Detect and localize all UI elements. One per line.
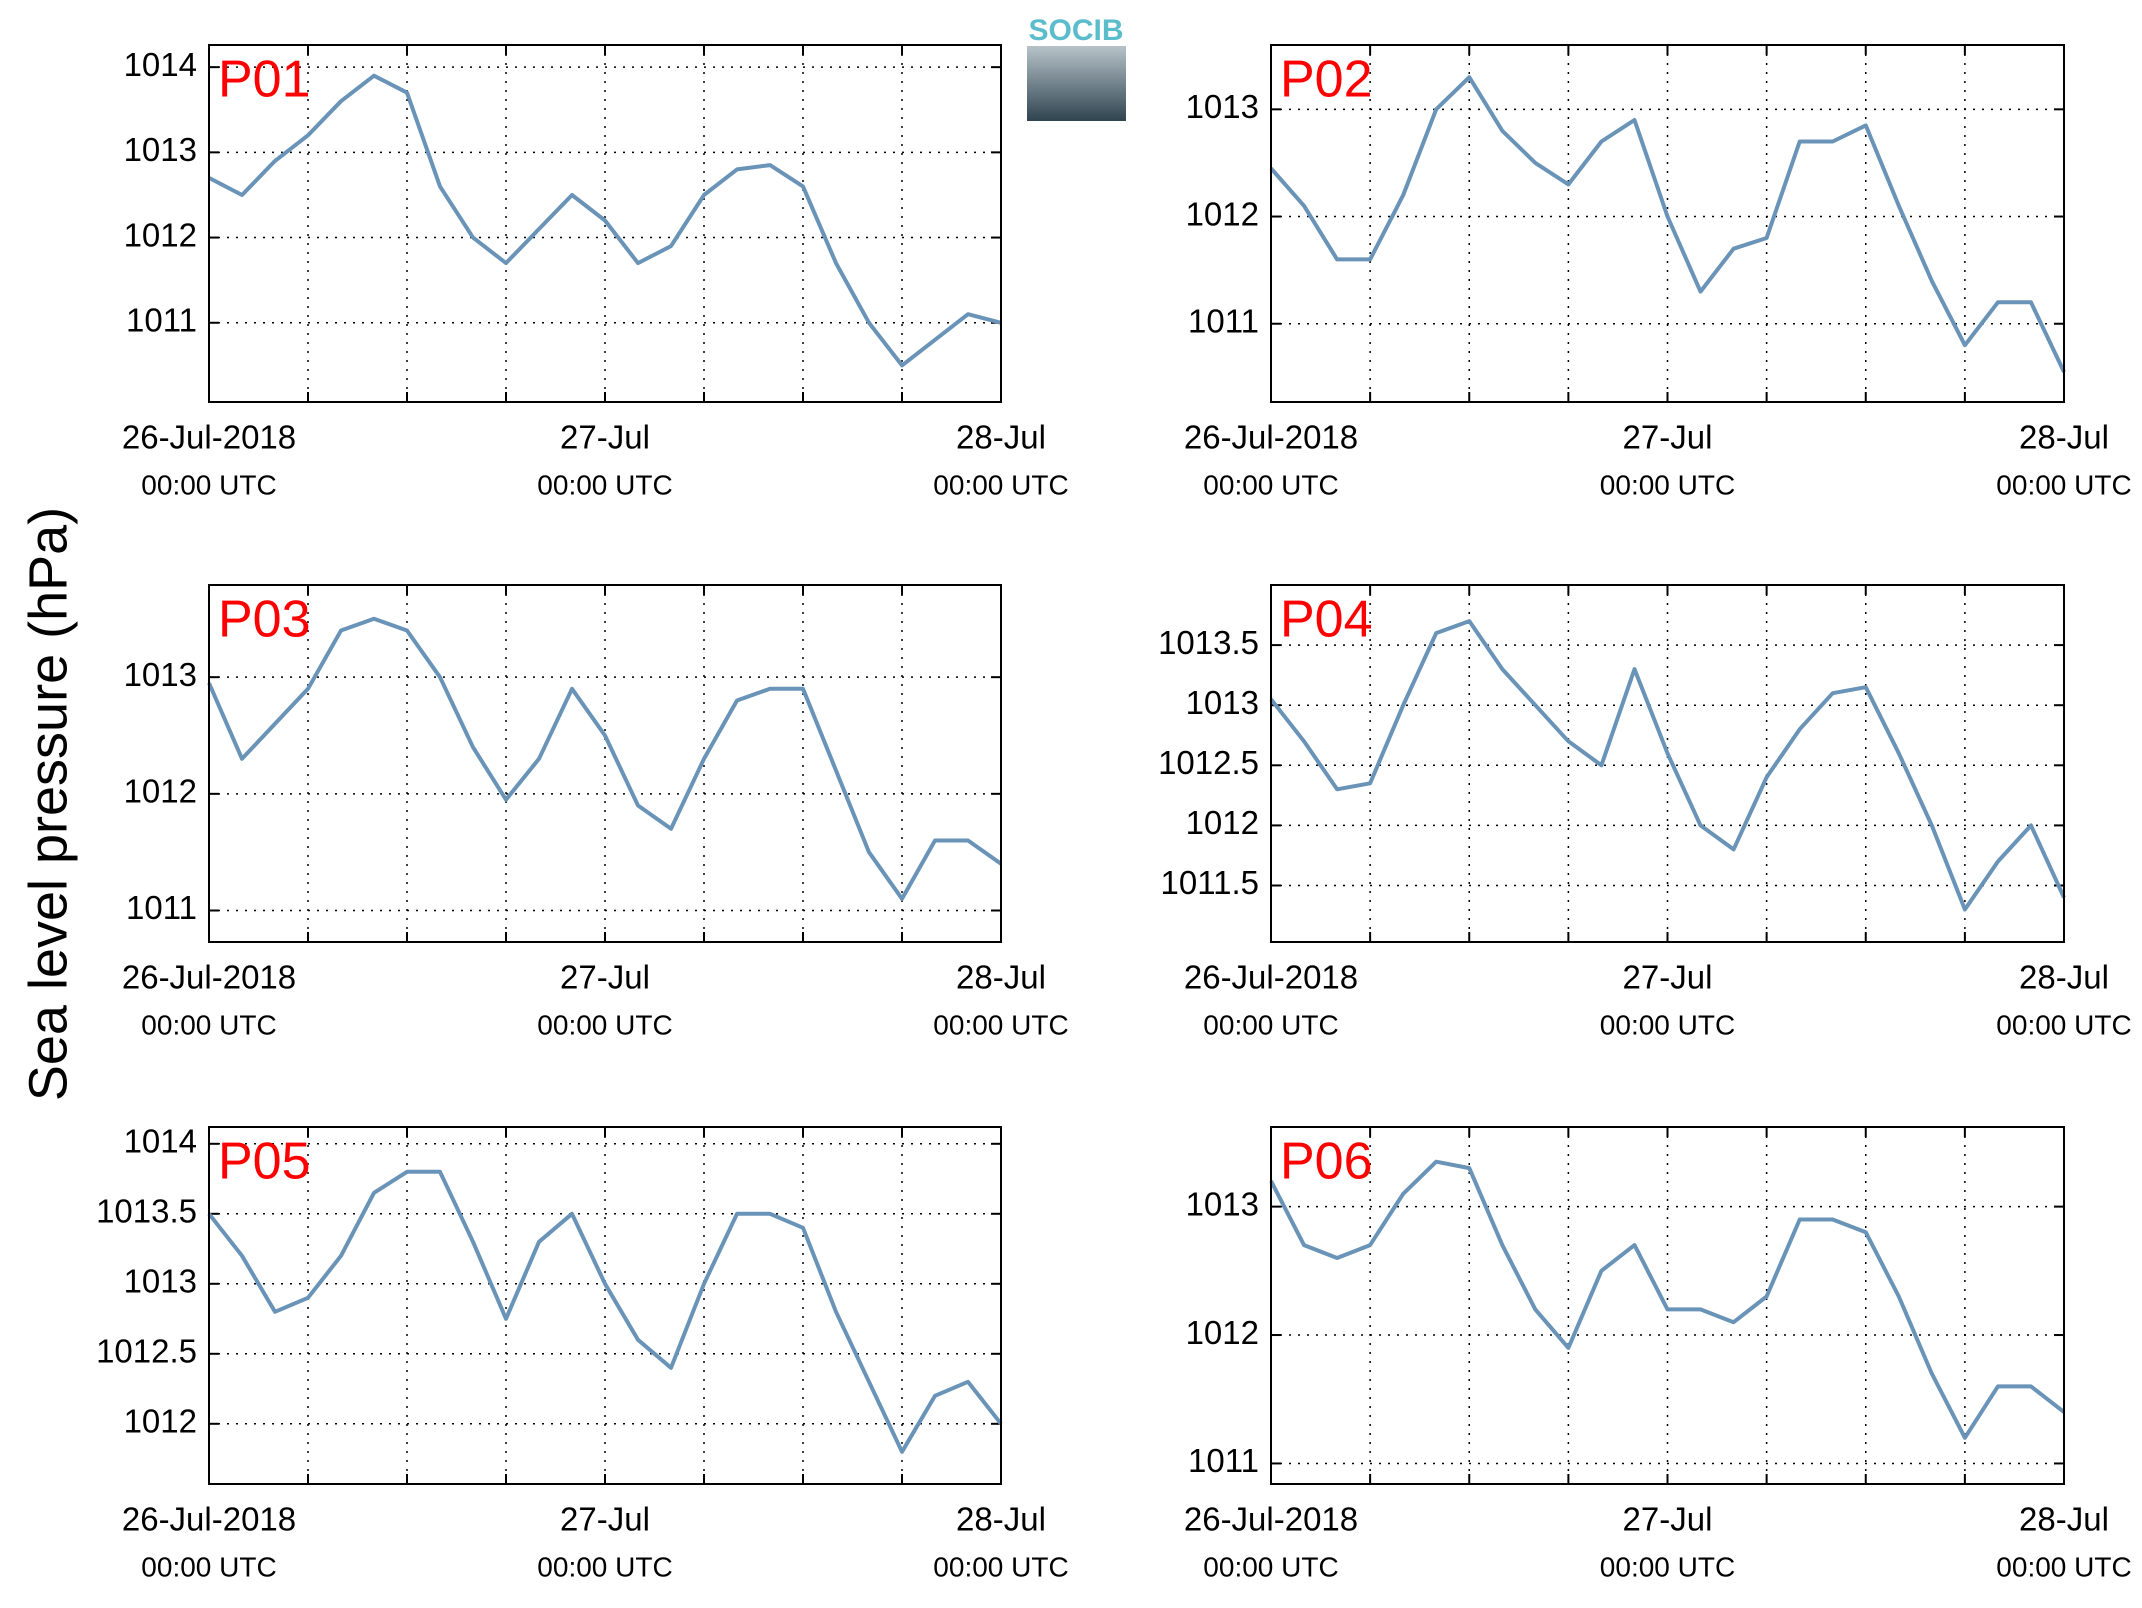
plot-area	[209, 1127, 1001, 1484]
x-tick-label: 00:00 UTC	[537, 469, 672, 500]
y-tick-label: 1011	[126, 301, 197, 338]
x-tick-label: 26-Jul-2018	[1184, 959, 1358, 996]
x-tick-label: 28-Jul	[956, 1501, 1046, 1538]
y-tick-label: 1011	[1188, 1442, 1259, 1479]
x-tick-label: 00:00 UTC	[1996, 1009, 2131, 1040]
x-tick-label: 28-Jul	[2019, 419, 2109, 456]
plot-frame	[208, 1126, 1002, 1485]
plot-area	[209, 585, 1001, 942]
y-tick-label: 1012.5	[1158, 744, 1259, 781]
x-tick-label: 27-Jul	[1623, 419, 1713, 456]
y-tick-label: 1013	[124, 656, 197, 693]
x-tick-label: 00:00 UTC	[933, 1009, 1068, 1040]
x-tick-label: 27-Jul	[1623, 959, 1713, 996]
x-tick-label: 27-Jul	[1623, 1501, 1713, 1538]
panel: 26-Jul-2018 00:00 UTC 27-Jul 00:00 UTC 28-Ju…	[1184, 44, 2132, 500]
plot-frame	[208, 584, 1002, 943]
plot-frame	[208, 44, 1002, 403]
y-tick-label: 1013	[1186, 88, 1259, 125]
x-tick-label: 00:00 UTC	[1203, 469, 1338, 500]
panel: 26-Jul-2018 00:00 UTC 27-Jul 00:00 UTC 28-Ju…	[96, 1123, 1069, 1583]
panel-title: P03	[218, 591, 311, 649]
x-tick-label: 00:00 UTC	[933, 1551, 1068, 1582]
panel: 26-Jul-2018 00:00 UTC 27-Jul 00:00 UTC 28-Ju…	[122, 584, 1069, 1040]
panel-title: P06	[1280, 1133, 1373, 1191]
x-tick-label: 26-Jul-2018	[122, 419, 296, 456]
y-tick-label: 1013.5	[1158, 624, 1259, 661]
data-line	[208, 73, 1002, 368]
y-tick-label: 1012	[1186, 804, 1259, 841]
data-line	[207, 1169, 1003, 1454]
logo-text: SOCIB	[1028, 14, 1123, 47]
x-tick-label: 28-Jul	[956, 959, 1046, 996]
y-tick-label: 1012	[124, 1403, 197, 1440]
x-tick-label: 28-Jul	[956, 419, 1046, 456]
panel-title: P01	[218, 51, 311, 109]
x-tick-label: 00:00 UTC	[1203, 1009, 1338, 1040]
x-tick-label: 26-Jul-2018	[1184, 1501, 1358, 1538]
logo: SOCIB	[1027, 14, 1126, 121]
logo-block	[1027, 46, 1126, 121]
panel-title: P05	[218, 1133, 311, 1191]
x-tick-label: 00:00 UTC	[1600, 1009, 1735, 1040]
x-tick-label: 00:00 UTC	[141, 469, 276, 500]
x-tick-label: 00:00 UTC	[537, 1551, 672, 1582]
y-tick-label: 1012	[124, 216, 197, 253]
y-tick-label: 1013	[124, 131, 197, 168]
panel-title: P02	[1280, 51, 1373, 109]
x-tick-label: 00:00 UTC	[537, 1009, 672, 1040]
plot-frame	[1270, 44, 2065, 403]
x-tick-label: 26-Jul-2018	[122, 959, 296, 996]
panel: 26-Jul-2018 00:00 UTC 27-Jul 00:00 UTC 28-Ju…	[1184, 1126, 2132, 1582]
x-tick-label: 27-Jul	[560, 419, 650, 456]
x-tick-label: 00:00 UTC	[1996, 1551, 2131, 1582]
x-tick-label: 00:00 UTC	[933, 469, 1068, 500]
y-tick-label: 1012	[1186, 1314, 1259, 1351]
y-tick-label: 1013	[124, 1263, 197, 1300]
plot-frame	[1270, 1126, 2065, 1485]
x-tick-label: 00:00 UTC	[1996, 469, 2131, 500]
plot-area	[1271, 585, 2064, 942]
x-tick-label: 00:00 UTC	[141, 1009, 276, 1040]
y-tick-label: 1012	[1186, 195, 1259, 232]
y-tick-label: 1013.5	[96, 1193, 197, 1230]
panel-title: P04	[1280, 591, 1373, 649]
y-tick-label: 1011.5	[1161, 864, 1259, 901]
y-tick-label: 1011	[126, 889, 197, 926]
y-tick-label: 1012.5	[96, 1333, 197, 1370]
x-tick-label: 00:00 UTC	[1600, 1551, 1735, 1582]
x-tick-label: 26-Jul-2018	[1184, 419, 1358, 456]
x-tick-label: 28-Jul	[2019, 959, 2109, 996]
y-tick-label: 1014	[124, 1123, 197, 1160]
y-tick-label: 1011	[1188, 302, 1259, 339]
x-tick-label: 28-Jul	[2019, 1501, 2109, 1538]
data-line	[207, 616, 1003, 901]
x-tick-label: 00:00 UTC	[1203, 1551, 1338, 1582]
data-line	[1269, 1159, 2066, 1440]
y-tick-label: 1014	[124, 46, 197, 83]
x-tick-label: 27-Jul	[560, 1501, 650, 1538]
y-tick-label: 1013	[1186, 684, 1259, 721]
x-tick-label: 27-Jul	[560, 959, 650, 996]
x-tick-label: 00:00 UTC	[1600, 469, 1735, 500]
x-tick-label: 26-Jul-2018	[122, 1501, 296, 1538]
y-tick-label: 1013	[1186, 1185, 1259, 1222]
panel: 26-Jul-2018 00:00 UTC 27-Jul 00:00 UTC 28-Ju…	[122, 44, 1069, 500]
y-axis-label: Sea level pressure (hPa)	[18, 507, 78, 1101]
y-tick-label: 1012	[124, 773, 197, 810]
data-line	[1269, 75, 2066, 373]
x-tick-label: 00:00 UTC	[141, 1551, 276, 1582]
data-line	[1269, 619, 2066, 912]
panel: 26-Jul-2018 00:00 UTC 27-Jul 00:00 UTC 28-Ju…	[1158, 584, 2132, 1040]
plot-frame	[1270, 584, 2065, 943]
